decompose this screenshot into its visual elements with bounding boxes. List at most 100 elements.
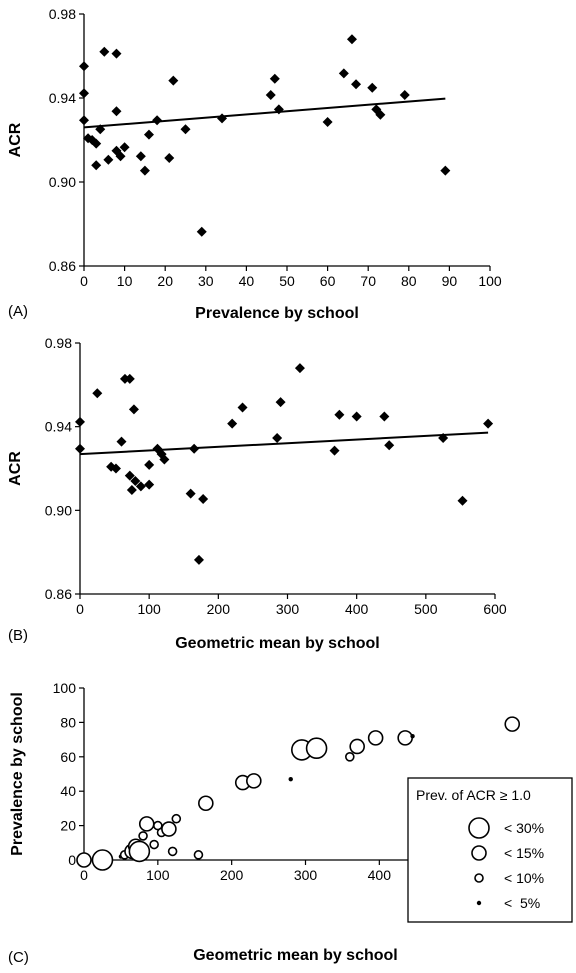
x-tick-label: 80	[401, 273, 417, 289]
panel-label: (B)	[8, 627, 28, 644]
data-point	[116, 436, 127, 447]
data-point	[119, 142, 130, 153]
panel-label: (C)	[8, 949, 29, 966]
x-tick-label: 30	[198, 273, 214, 289]
y-tick-label: 0.98	[49, 6, 76, 22]
data-point	[79, 115, 89, 126]
data-point	[143, 129, 154, 140]
x-tick-label: 300	[276, 601, 300, 617]
data-point	[275, 397, 286, 408]
x-tick-label: 0	[76, 601, 84, 617]
data-point	[124, 373, 135, 384]
legend-label: < 10%	[504, 870, 544, 886]
data-point	[367, 82, 378, 93]
data-point	[351, 79, 362, 90]
data-point	[171, 813, 182, 824]
data-point	[269, 73, 280, 84]
data-point	[440, 165, 451, 176]
trend-line	[79, 431, 489, 456]
y-tick-label: 40	[60, 783, 76, 799]
data-point	[144, 459, 155, 470]
data-point	[139, 165, 150, 176]
data-point	[399, 90, 410, 100]
data-point	[144, 479, 155, 490]
data-point	[149, 839, 159, 850]
data-point	[128, 404, 139, 415]
data-point	[161, 821, 177, 837]
data-point	[111, 48, 122, 59]
data-point	[384, 440, 395, 451]
data-point	[329, 445, 340, 456]
data-point	[138, 816, 155, 832]
data-point	[196, 226, 207, 237]
data-point	[103, 154, 114, 165]
legend-marker	[471, 845, 487, 861]
y-tick-label: 80	[60, 714, 76, 730]
data-point	[397, 730, 413, 746]
x-tick-label: 500	[414, 601, 438, 617]
data-point	[152, 115, 163, 126]
data-point	[75, 416, 85, 427]
data-point	[167, 846, 178, 857]
legend-marker	[468, 817, 490, 839]
data-point	[135, 481, 146, 492]
data-point	[92, 388, 103, 399]
y-tick-label: 0.86	[49, 258, 76, 274]
data-point	[91, 160, 102, 171]
x-axis-title: Geometric mean by school	[175, 635, 380, 652]
data-point	[193, 554, 204, 565]
x-tick-label: 70	[360, 273, 376, 289]
data-point	[128, 840, 151, 863]
x-tick-label: 0	[80, 273, 88, 289]
data-point	[75, 443, 85, 454]
data-point	[79, 88, 89, 99]
x-tick-label: 100	[478, 273, 502, 289]
legend: Prev. of ACR ≥ 1.0 < 30% < 15% < 10% < 5%	[407, 777, 573, 923]
y-tick-label: 0.94	[49, 90, 76, 106]
data-point	[344, 751, 355, 762]
data-point	[322, 117, 333, 127]
data-point	[338, 68, 349, 79]
data-point	[164, 153, 175, 163]
data-point	[237, 402, 248, 413]
x-tick-label: 300	[294, 867, 318, 883]
data-point	[334, 409, 345, 420]
trend-line	[83, 97, 446, 129]
x-tick-label: 400	[345, 601, 369, 617]
chart-panel-a: 0 10 20 30 40 50 60 70 80 90 100 0.86 0.90 0.94 0.98 Pr…	[7, 6, 502, 322]
data-point	[483, 418, 494, 429]
data-point	[111, 106, 122, 117]
data-point	[379, 411, 390, 422]
x-tick-label: 10	[117, 273, 133, 289]
data-point	[110, 463, 121, 474]
data-point	[159, 454, 170, 465]
panel-label: (A)	[8, 303, 28, 320]
data-point	[375, 109, 386, 120]
y-tick-label: 0.90	[49, 174, 76, 190]
data-point	[410, 733, 415, 739]
legend-marker	[474, 873, 484, 883]
x-axis-title: Prevalence by school	[195, 305, 359, 322]
data-point	[189, 443, 200, 454]
y-tick-label: 0.90	[45, 502, 72, 518]
x-tick-label: 40	[239, 273, 255, 289]
data-point	[198, 493, 209, 504]
x-tick-label: 20	[157, 273, 173, 289]
data-point	[138, 831, 148, 841]
data-point	[227, 418, 238, 429]
data-point	[504, 716, 521, 732]
data-point	[273, 104, 284, 115]
x-tick-label: 200	[207, 601, 231, 617]
y-tick-label: 60	[60, 749, 76, 765]
data-point	[91, 849, 114, 871]
y-axis-title: Prevalence by school	[9, 692, 26, 856]
y-tick-label: 0.98	[45, 335, 72, 351]
x-tick-label: 400	[368, 867, 392, 883]
x-tick-label: 0	[80, 867, 88, 883]
y-axis-title: ACR	[7, 122, 24, 157]
data-point	[346, 34, 357, 45]
data-point	[272, 433, 283, 444]
data-point	[185, 488, 196, 499]
data-point	[367, 730, 384, 746]
data-point	[95, 124, 106, 135]
